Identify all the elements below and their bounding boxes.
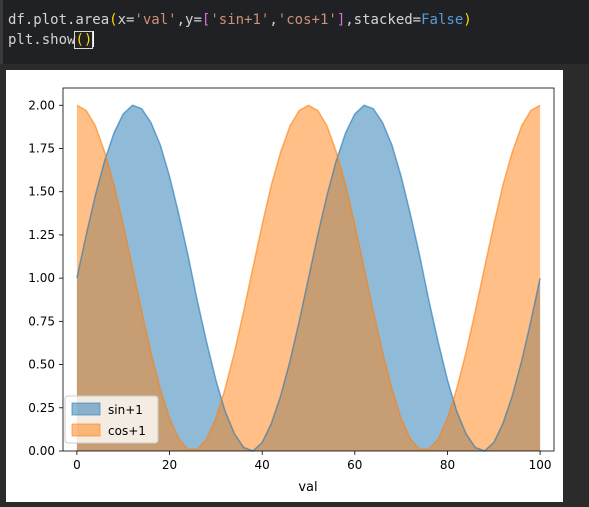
x-tick-label: 60 bbox=[347, 458, 362, 472]
cell-gutter bbox=[0, 0, 3, 64]
legend: sin+1 cos+1 bbox=[64, 395, 159, 444]
legend-swatch bbox=[71, 402, 101, 416]
code-editor[interactable]: df.plot.area(x='val',y=['sin+1','cos+1']… bbox=[8, 12, 472, 49]
text-cursor bbox=[93, 31, 95, 47]
legend-label: sin+1 bbox=[108, 403, 143, 417]
x-tick-label: 100 bbox=[529, 458, 552, 472]
x-tick-label: 80 bbox=[440, 458, 455, 472]
x-tick-label: 0 bbox=[73, 458, 81, 472]
code-string: 'sin+1' bbox=[210, 12, 270, 28]
y-tick-label: 0.00 bbox=[28, 444, 55, 458]
y-tick-label: 1.00 bbox=[28, 271, 55, 285]
cell-output: 0 20 40 60 80 100 0.00 0.25 0.50 0.75 1.00 1.25 1.5… bbox=[6, 70, 563, 502]
y-tick-label: 2.00 bbox=[28, 98, 55, 112]
code-token: x= bbox=[117, 12, 135, 28]
y-tick-label: 0.25 bbox=[28, 401, 55, 415]
y-tick-label: 1.75 bbox=[28, 142, 55, 156]
code-token: plt.show bbox=[8, 32, 76, 48]
x-tick-label: 40 bbox=[255, 458, 270, 472]
line-series-1 bbox=[76, 104, 541, 452]
line-series-2 bbox=[76, 104, 541, 451]
code-token: ,y= bbox=[176, 12, 202, 28]
code-keyword: False bbox=[421, 12, 464, 28]
line-series-group bbox=[76, 104, 541, 452]
area-chart: 0 20 40 60 80 100 0.00 0.25 0.50 0.75 1.00 1.25 1.5… bbox=[28, 87, 555, 495]
legend-label: cos+1 bbox=[108, 424, 146, 438]
y-axis: 0.00 0.25 0.50 0.75 1.00 1.25 1.50 1.75 2.00 bbox=[28, 98, 63, 458]
code-token: df.plot.area bbox=[8, 12, 110, 28]
y-tick-label: 1.50 bbox=[28, 185, 55, 199]
code-token: ,stacked= bbox=[345, 12, 422, 28]
y-tick-label: 0.50 bbox=[28, 358, 55, 372]
x-axis: 0 20 40 60 80 100 bbox=[73, 451, 552, 472]
legend-swatch bbox=[71, 423, 101, 437]
y-tick-label: 0.75 bbox=[28, 314, 55, 328]
plot-frame bbox=[62, 87, 555, 452]
x-axis-label: val bbox=[298, 480, 317, 495]
x-tick-label: 20 bbox=[162, 458, 177, 472]
code-string: 'val' bbox=[134, 12, 177, 28]
code-string: 'cos+1' bbox=[277, 12, 337, 28]
y-tick-label: 1.25 bbox=[28, 228, 55, 242]
code-token: , bbox=[269, 12, 278, 28]
code-cell[interactable]: df.plot.area(x='val',y=['sin+1','cos+1']… bbox=[0, 0, 589, 64]
matched-bracket: () bbox=[74, 31, 94, 49]
